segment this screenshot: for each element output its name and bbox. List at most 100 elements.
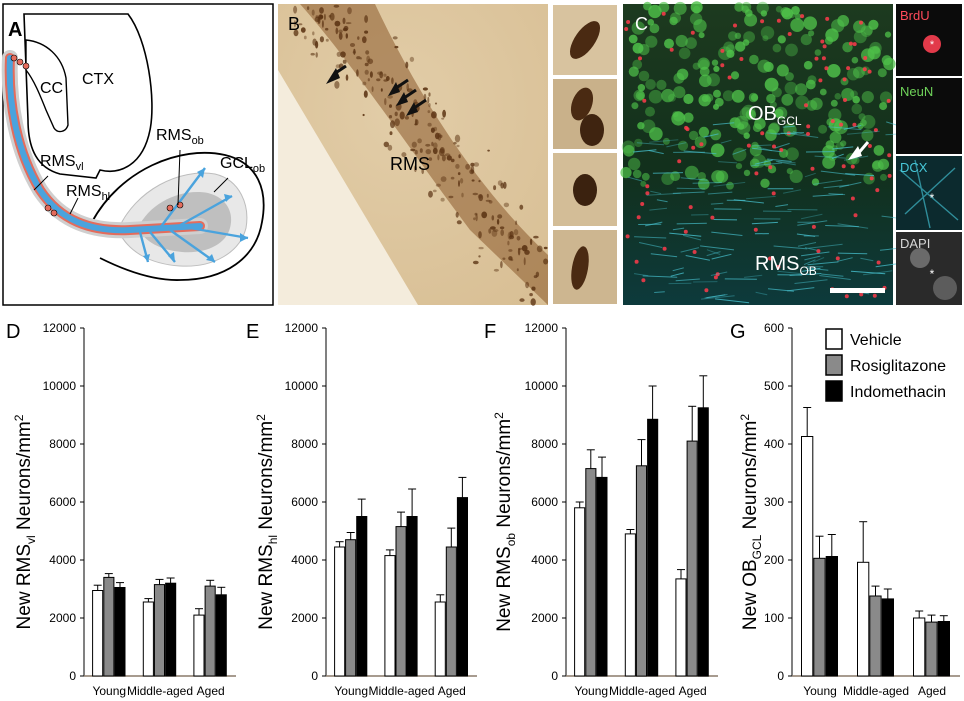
panel-letter-c: C (635, 14, 648, 34)
y-tick-label: 8000 (531, 437, 558, 451)
label-rms-ob-c: RMSOB (755, 253, 817, 278)
chart-d: D 0 2000 4000 6000 8000 10000 12000 New RMSvl Ne… (6, 321, 236, 698)
bar-vehicle-young (801, 436, 814, 677)
y-tick-label: 100 (764, 611, 784, 625)
label-cc: CC (40, 80, 63, 97)
svg-text:*: * (930, 267, 935, 281)
legend-swatch-rosiglitazone (825, 354, 843, 376)
panel-a: A CC CTX RMSob GCLob RMSvl RMShl (1, 3, 274, 306)
channel-label-dcx: DCX (900, 160, 928, 175)
panel-letter-d: D (6, 321, 20, 343)
bar-indomethacin-middle-aged (406, 516, 418, 677)
legend-label-indomethacin: Indomethacin (850, 384, 946, 401)
y-tick-label: 300 (764, 495, 784, 509)
y-tick-label: 2000 (291, 611, 318, 625)
channel-insets: * * * (896, 4, 962, 305)
label-ctx: CTX (82, 71, 114, 88)
y-tick-label: 6000 (531, 495, 558, 509)
brdu-cells (624, 11, 892, 299)
category-label: Young (92, 684, 126, 698)
bar-vehicle-aged (675, 578, 687, 677)
bar-rosiglitazone-aged (925, 621, 938, 677)
rms-dense-band (300, 4, 548, 305)
svg-text:*: * (930, 39, 935, 51)
bar-rosiglitazone-middle-aged (395, 526, 407, 677)
bar-indomethacin-aged (697, 407, 709, 677)
bar-indomethacin-middle-aged (165, 582, 177, 677)
channel-label-dapi: DAPI (900, 236, 930, 251)
y-tick-label: 12000 (525, 321, 559, 335)
y-axis-title: New OBGCL Neurons/mm2 (738, 414, 764, 630)
legend-label-rosiglitazone: Rosiglitazone (850, 358, 946, 375)
y-tick-label: 10000 (525, 379, 559, 393)
panel-b-arrows (326, 64, 427, 116)
bar-vehicle-middle-aged (142, 601, 154, 677)
y-tick-label: 0 (777, 669, 784, 683)
bar-vehicle-aged (434, 601, 446, 677)
y-tick-label: 10000 (285, 379, 319, 393)
bar-rosiglitazone-middle-aged (153, 584, 165, 677)
bar-vehicle-young (334, 546, 346, 677)
chart-f: F 0 2000 4000 6000 8000 10000 12000 New RMSob Ne… (484, 321, 718, 698)
bar-indomethacin-young (356, 516, 368, 677)
white-matter-region (278, 70, 418, 305)
bar-vehicle-middle-aged (384, 555, 396, 677)
category-label: Young (574, 684, 608, 698)
category-label: Middle-aged (368, 684, 434, 698)
y-tick-label: 10000 (43, 379, 77, 393)
label-leaders (33, 149, 229, 215)
bar-rosiglitazone-young (103, 576, 115, 677)
bar-rosiglitazone-middle-aged (869, 595, 882, 677)
y-tick-label: 600 (764, 321, 784, 335)
rms-stream-blue (6, 55, 203, 234)
arrowheads (143, 168, 248, 262)
y-tick-label: 500 (764, 379, 784, 393)
y-tick-label: 2000 (49, 611, 76, 625)
label-ob-gcl: OBGCL (748, 103, 802, 128)
channel-label-neun: NeuN (900, 84, 933, 99)
label-gcl-ob: GCLob (220, 155, 265, 175)
y-tick-label: 6000 (291, 495, 318, 509)
corpus-callosum (25, 39, 69, 133)
bar-vehicle-middle-aged (857, 561, 870, 677)
scale-bar (830, 288, 885, 293)
label-rms-vl: RMSvl (40, 153, 84, 173)
y-tick-label: 0 (551, 669, 558, 683)
category-label: Young (334, 684, 368, 698)
chart-g: G 0 100 200 300 400 500 600 New OBGCL Neurons/mm… (730, 321, 960, 698)
chart-e: E 0 2000 4000 6000 8000 10000 12000 New RMShl Ne… (246, 321, 477, 698)
bar-indomethacin-young (114, 587, 126, 677)
y-tick-label: 4000 (291, 553, 318, 567)
panel-letter-f: F (484, 321, 496, 343)
legend-label-vehicle: Vehicle (850, 332, 902, 349)
radial-migration-arrows (138, 167, 249, 263)
category-label: Aged (679, 684, 707, 698)
category-label: Middle-aged (127, 684, 193, 698)
y-tick-label: 0 (311, 669, 318, 683)
olfactory-bulb-outline (91, 151, 265, 281)
dab-cell-specks (293, 4, 549, 306)
panel-b-insets (551, 3, 619, 306)
y-tick-label: 2000 (531, 611, 558, 625)
bar-vehicle-young (92, 590, 104, 677)
bar-vehicle-middle-aged (624, 533, 636, 677)
panel-letter-e: E (246, 321, 259, 343)
panel-b: B RMS (278, 3, 619, 306)
y-tick-label: 0 (69, 669, 76, 683)
y-axis-title: New RMSvl Neurons/mm2 (12, 414, 38, 629)
bar-rosiglitazone-young (345, 539, 357, 677)
panel-c: C OBGCL RMSOB * * * BrdU NeuN DCX DAPI (620, 1, 962, 305)
y-axis-title: New RMShl Neurons/mm2 (254, 414, 280, 630)
y-tick-label: 200 (764, 553, 784, 567)
neun-cells (620, 1, 896, 190)
bar-indomethacin-middle-aged (881, 598, 895, 677)
category-label: Aged (197, 684, 225, 698)
category-label: Aged (918, 684, 946, 698)
bar-vehicle-young (574, 507, 586, 677)
legend-swatch-indomethacin (825, 380, 843, 402)
y-tick-label: 4000 (49, 553, 76, 567)
y-tick-label: 8000 (49, 437, 76, 451)
y-tick-label: 6000 (49, 495, 76, 509)
panel-letter-g: G (730, 321, 746, 343)
